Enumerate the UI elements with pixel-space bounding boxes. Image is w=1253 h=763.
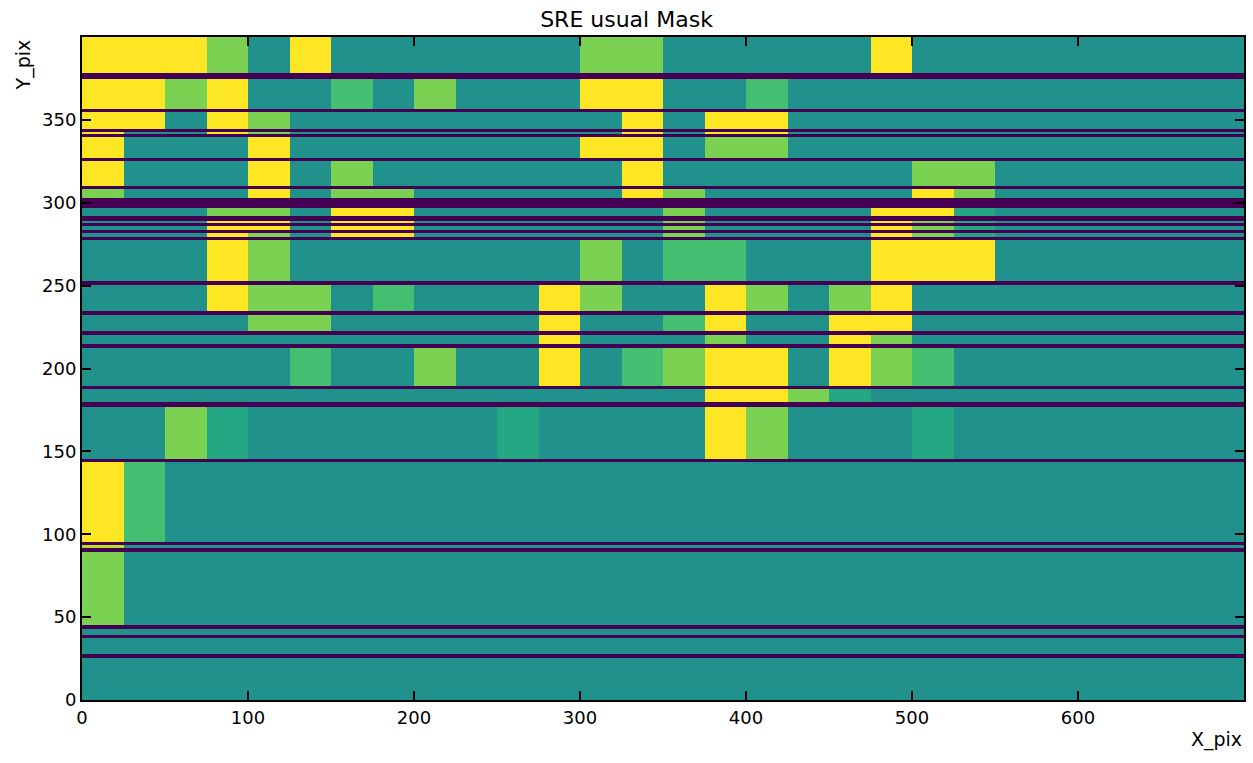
- svg-text:X_pix: X_pix: [1191, 728, 1242, 751]
- svg-text:400: 400: [729, 707, 763, 728]
- svg-text:0: 0: [76, 707, 87, 728]
- svg-text:350: 350: [42, 109, 76, 130]
- svg-text:SRE usual Mask: SRE usual Mask: [540, 7, 713, 32]
- svg-text:Y_pix: Y_pix: [12, 40, 35, 91]
- svg-text:100: 100: [42, 524, 76, 545]
- svg-text:600: 600: [1061, 707, 1095, 728]
- svg-text:200: 200: [42, 358, 76, 379]
- svg-text:50: 50: [53, 606, 76, 627]
- svg-text:500: 500: [895, 707, 929, 728]
- svg-text:300: 300: [563, 707, 597, 728]
- svg-text:250: 250: [42, 275, 76, 296]
- svg-text:300: 300: [42, 192, 76, 213]
- svg-text:0: 0: [65, 689, 76, 710]
- svg-text:200: 200: [397, 707, 431, 728]
- svg-text:150: 150: [42, 441, 76, 462]
- svg-text:100: 100: [231, 707, 265, 728]
